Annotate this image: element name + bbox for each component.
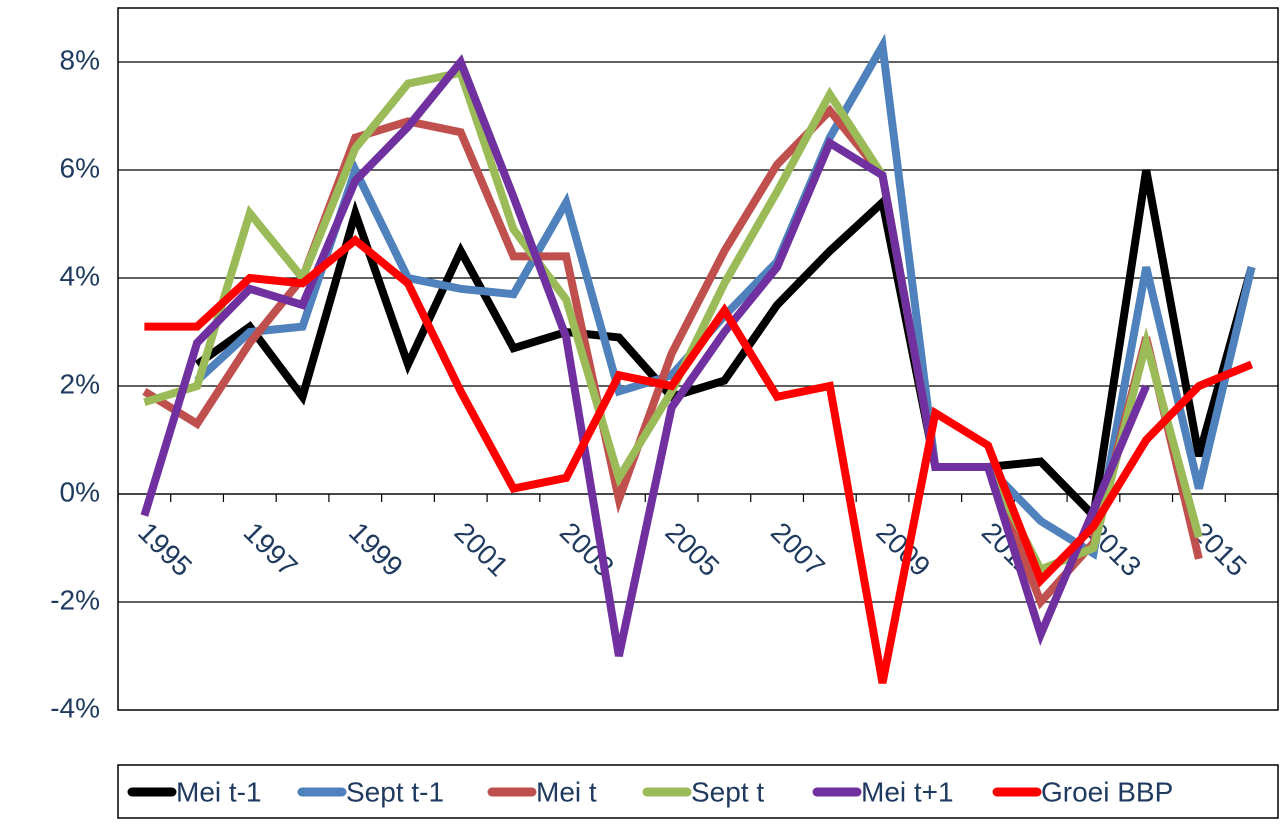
legend-label: Mei t+1	[861, 776, 954, 807]
series-line	[144, 235, 1254, 684]
plot-frame	[117, 7, 1279, 711]
legend-label: Sept t-1	[346, 776, 444, 807]
series-line	[194, 33, 1256, 560]
y-tick-label: 0%	[60, 476, 100, 507]
y-tick-label: -2%	[50, 584, 100, 615]
x-tick-label: 2007	[765, 516, 831, 582]
series-line	[194, 169, 1256, 525]
legend-label: Groei BBP	[1041, 776, 1173, 807]
x-tick-label: 1995	[132, 516, 198, 582]
legend-label: Mei t-1	[176, 776, 262, 807]
y-tick-label: 8%	[60, 44, 100, 75]
x-tick-label: 2001	[448, 516, 514, 582]
legend-frame	[117, 764, 1279, 819]
x-tick-label: 2003	[554, 516, 620, 582]
y-tick-label: 2%	[60, 368, 100, 399]
x-tick-label: 1997	[238, 516, 304, 582]
y-tick-label: -4%	[50, 692, 100, 723]
x-tick-label: 1999	[343, 516, 409, 582]
series-line	[140, 54, 1150, 657]
x-tick-label: 2005	[659, 516, 725, 582]
y-tick-label: 4%	[60, 260, 100, 291]
legend-label: Mei t	[536, 776, 597, 807]
legend-label: Sept t	[691, 776, 764, 807]
y-tick-label: 6%	[60, 152, 100, 183]
